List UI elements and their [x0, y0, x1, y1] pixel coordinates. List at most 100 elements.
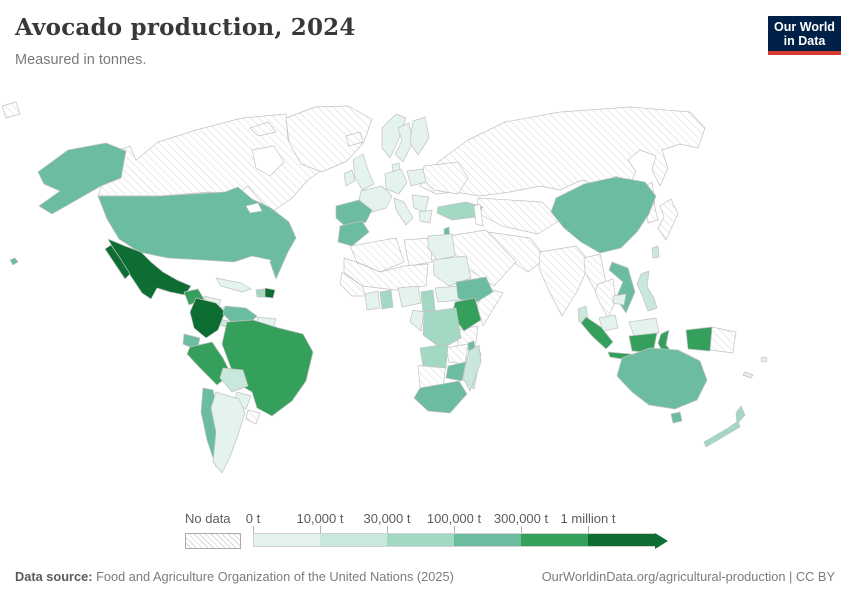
country-finland[interactable] [409, 116, 430, 156]
legend-bin-4[interactable] [521, 533, 588, 547]
legend-no-data-swatch[interactable] [185, 533, 241, 549]
country-ireland[interactable] [343, 169, 356, 187]
country-new-caledonia[interactable] [742, 371, 754, 379]
country-usa-hawaii[interactable] [9, 257, 19, 266]
footer-link[interactable]: OurWorldinData.org/agricultural-producti… [541, 569, 835, 584]
country-arctic-islands[interactable] [249, 121, 277, 137]
country-poland[interactable] [406, 168, 427, 187]
country-taiwan[interactable] [651, 245, 660, 259]
country-argentina[interactable] [210, 391, 246, 474]
country-egypt[interactable] [427, 233, 456, 261]
legend-tick [454, 526, 455, 534]
legend-tick [253, 526, 254, 534]
country-cambodia[interactable] [612, 293, 627, 306]
legend-arrow [655, 533, 668, 549]
country-iceland[interactable] [345, 131, 364, 147]
legend-bin-1[interactable] [320, 533, 387, 547]
legend-bin-5[interactable] [588, 533, 655, 547]
country-nigeria[interactable] [397, 285, 422, 308]
footer-source-label: Data source: [15, 569, 93, 584]
country-greenland[interactable] [285, 105, 373, 173]
region-sahel[interactable] [343, 257, 429, 291]
legend-color-bar [253, 533, 655, 549]
owid-logo[interactable]: Our World in Data [768, 16, 841, 55]
hudson-bay-water [251, 145, 285, 177]
country-germany[interactable] [384, 168, 408, 195]
country-italy[interactable] [393, 197, 414, 226]
legend-bin-2[interactable] [387, 533, 454, 547]
footer-source-text: Food and Agriculture Organization of the… [92, 569, 454, 584]
country-spain[interactable] [335, 199, 373, 229]
country-dominican-republic[interactable] [264, 287, 276, 299]
country-usa-alaska[interactable] [37, 142, 127, 215]
country-japan[interactable] [657, 198, 679, 241]
page-title: Avocado production, 2024 [15, 14, 356, 41]
owid-logo-line2: in Data [783, 34, 826, 48]
country-algeria[interactable] [349, 237, 405, 273]
country-ghana[interactable] [379, 289, 394, 310]
region-balkans[interactable] [411, 194, 430, 213]
country-cote-divoire[interactable] [364, 290, 381, 311]
region-central-asia[interactable] [475, 197, 561, 235]
owid-logo-line1: Our World [774, 20, 835, 34]
country-vietnam[interactable] [608, 261, 636, 314]
country-morocco[interactable] [337, 220, 370, 247]
country-australia-tasmania[interactable] [670, 411, 683, 424]
country-cuba[interactable] [215, 277, 252, 293]
region-west-africa[interactable] [339, 271, 367, 297]
country-bolivia[interactable] [219, 367, 249, 393]
country-uk[interactable] [352, 153, 375, 191]
legend-stop-0: 0 t [245, 511, 261, 526]
country-south-africa[interactable] [413, 380, 468, 414]
country-libya[interactable] [403, 237, 433, 267]
country-greece[interactable] [418, 209, 433, 224]
legend-stop-3: 100,000 t [426, 511, 482, 526]
country-australia[interactable] [616, 347, 708, 410]
great-lakes-water [245, 202, 263, 214]
country-indonesia-sumatra[interactable] [580, 316, 614, 350]
footer-data-source: Data source: Food and Agriculture Organi… [15, 569, 454, 584]
country-philippines[interactable] [636, 270, 658, 312]
country-central-african-republic[interactable] [434, 285, 462, 303]
country-new-zealand-north[interactable] [735, 405, 746, 425]
country-papua-new-guinea[interactable] [709, 326, 737, 354]
legend-stop-5: 1 million t [560, 511, 616, 526]
country-china[interactable] [550, 176, 657, 254]
country-new-zealand-south[interactable] [703, 420, 741, 448]
country-fiji[interactable] [760, 356, 768, 363]
legend-no-data-label: No data [185, 511, 231, 526]
legend-tick [320, 526, 321, 534]
country-usa[interactable] [97, 186, 297, 280]
country-india[interactable] [538, 245, 591, 317]
country-ethiopia[interactable] [455, 276, 494, 306]
country-norway[interactable] [381, 113, 407, 159]
legend-tick [387, 526, 388, 534]
country-haiti[interactable] [255, 288, 266, 298]
country-gabon[interactable] [409, 309, 425, 332]
country-russia[interactable] [419, 106, 706, 197]
legend-stop-4: 300,000 t [493, 511, 549, 526]
country-malaysia-borneo[interactable] [628, 317, 660, 337]
legend-tick [521, 526, 522, 534]
country-colombia[interactable] [189, 297, 226, 339]
legend-stop-2: 30,000 t [363, 511, 411, 526]
country-cameroon[interactable] [420, 289, 436, 313]
legend-bin-3[interactable] [454, 533, 521, 547]
country-chukotka-fragment[interactable] [1, 101, 21, 119]
country-malaysia[interactable] [598, 314, 619, 332]
country-angola[interactable] [419, 343, 449, 369]
country-zambia[interactable] [445, 343, 469, 365]
country-madagascar[interactable] [462, 344, 482, 392]
country-sweden[interactable] [394, 122, 414, 163]
legend-tick [588, 526, 589, 534]
country-mexico-baja[interactable] [104, 244, 131, 280]
legend-bin-0[interactable] [253, 533, 320, 547]
caspian-sea-water [473, 203, 484, 227]
country-uruguay[interactable] [245, 409, 261, 425]
country-indonesia-papua[interactable] [685, 326, 713, 352]
country-dr-congo[interactable] [422, 307, 462, 350]
country-zimbabwe[interactable] [445, 361, 467, 382]
legend-stop-1: 10,000 t [296, 511, 344, 526]
